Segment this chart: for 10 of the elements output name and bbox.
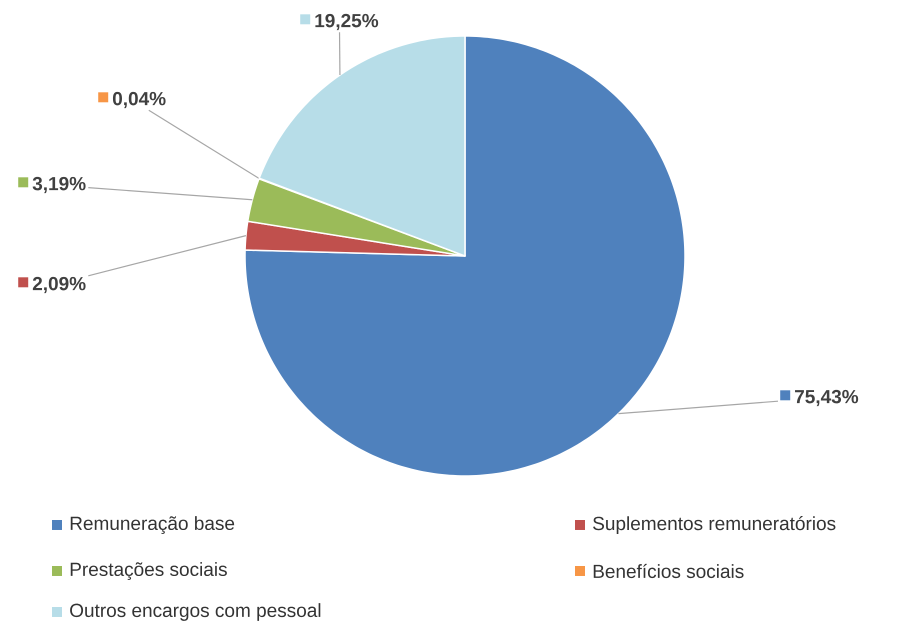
data-label: 75,43%	[795, 390, 858, 406]
legend-label: Benefícios sociais	[594, 564, 744, 578]
data-label: 3,19%	[32, 176, 86, 194]
data-label: 0,04%	[112, 92, 166, 108]
legend-label: Suplementos remuneratórios	[593, 516, 836, 534]
data-label: 19,25%	[315, 14, 378, 30]
legend-label: Remuneração base	[70, 516, 234, 534]
legend-label: Prestações sociais	[70, 562, 227, 580]
data-label: 2,09%	[32, 276, 86, 294]
legend-label: Outros encargos com pessoal	[70, 603, 320, 621]
